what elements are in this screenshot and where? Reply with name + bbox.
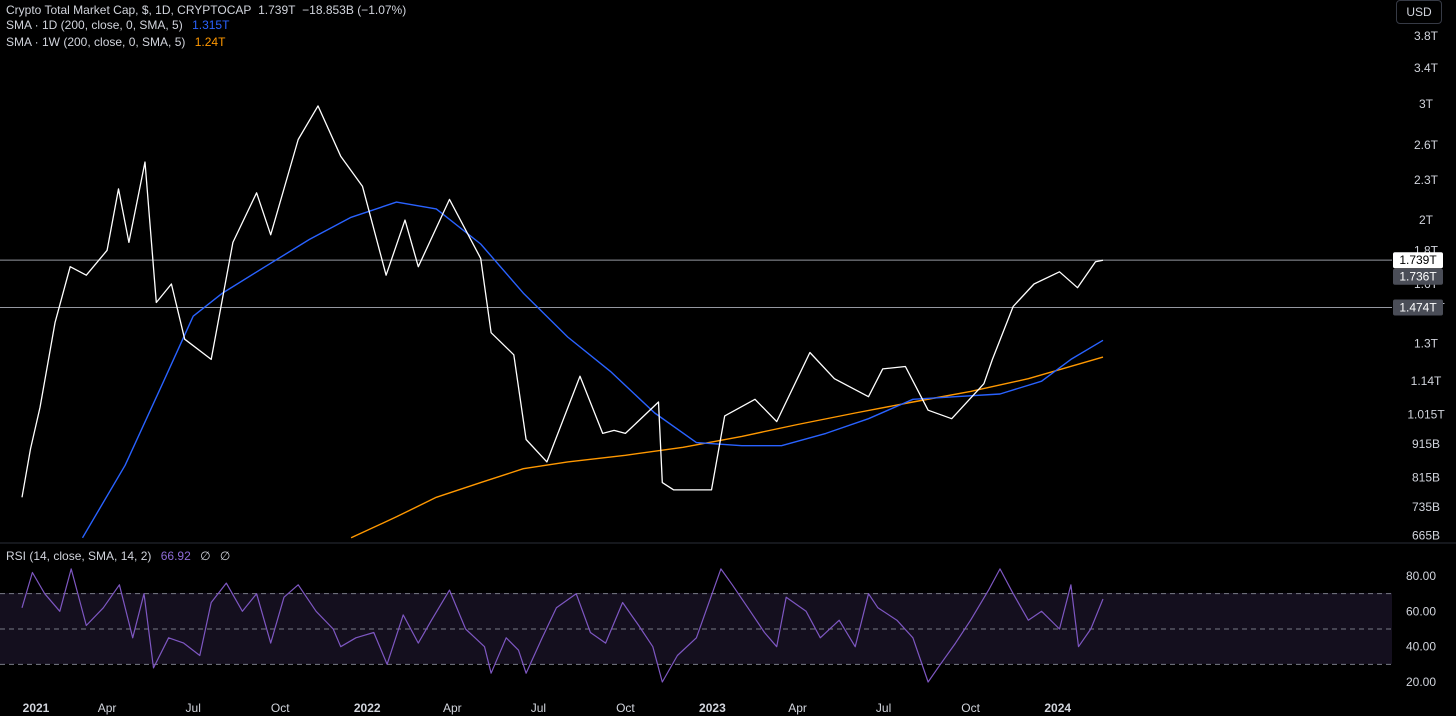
x-tick-label: Oct: [961, 701, 980, 715]
x-tick-label: Jul: [876, 701, 891, 715]
y-tick-label: 3T: [1419, 97, 1434, 111]
price-tag[interactable]: [1393, 268, 1443, 285]
legend-change: −18.853B (−1.07%): [302, 3, 407, 17]
rsi-tick-label: 20.00: [1406, 675, 1436, 689]
y-tick-label: 1.14T: [1411, 374, 1442, 388]
price-tag[interactable]: [1393, 299, 1443, 316]
y-tick-label: 2T: [1419, 213, 1434, 227]
x-tick-label: Apr: [788, 701, 807, 715]
legend-rsi[interactable]: RSI (14, close, SMA, 14, 2) 66.92 ∅ ∅: [6, 549, 230, 564]
x-tick-label: Oct: [616, 701, 635, 715]
y-tick-label: 665B: [1412, 529, 1440, 543]
legend-rsi-value: 66.92: [160, 549, 191, 563]
x-tick-label: 2023: [699, 701, 726, 715]
main-pane[interactable]: [0, 0, 1392, 543]
x-tick-label: 2024: [1044, 701, 1071, 715]
y-tick-label: 815B: [1412, 470, 1440, 484]
y-tick-label: 1.3T: [1414, 337, 1439, 351]
y-tick-label: 2.6T: [1414, 138, 1439, 152]
x-tick-label: Jul: [186, 701, 201, 715]
legend-sma-1d-label: SMA · 1D (200, close, 0, SMA, 5): [6, 18, 183, 32]
rsi-tick-label: 60.00: [1406, 604, 1436, 618]
price-line[interactable]: [21, 105, 1104, 498]
x-tick-label: 2021: [23, 701, 50, 715]
x-tick-label: Jul: [531, 701, 546, 715]
legend-sma-1d-value: 1.315T: [192, 18, 230, 32]
y-tick-label: 915B: [1412, 437, 1440, 451]
price-tag-label: 1.739T: [1399, 253, 1437, 267]
x-tick-label: Oct: [271, 701, 290, 715]
legend-sma-1w-value: 1.24T: [194, 35, 226, 49]
price-tag[interactable]: [1393, 252, 1443, 269]
x-tick-label: 2022: [354, 701, 381, 715]
currency-button[interactable]: USD: [1396, 0, 1442, 24]
price-tag-label: 1.474T: [1399, 301, 1437, 315]
y-tick-label: 3.8T: [1414, 29, 1439, 43]
y-tick-label: 735B: [1412, 500, 1440, 514]
rsi-line[interactable]: [21, 568, 1104, 683]
legend-rsi-empty-2: ∅: [219, 549, 231, 563]
rsi-tick-label: 80.00: [1406, 569, 1436, 583]
y-tick-label: 2.3T: [1414, 173, 1439, 187]
legend-rsi-empty-1: ∅: [200, 549, 211, 563]
rsi-tick-label: 40.00: [1406, 640, 1436, 654]
y-tick-label: 1.015T: [1407, 407, 1445, 421]
x-tick-label: Apr: [98, 701, 117, 715]
legend-sma-1d[interactable]: SMA · 1D (200, close, 0, SMA, 5) 1.315T: [6, 18, 229, 33]
legend-sma-1w[interactable]: SMA · 1W (200, close, 0, SMA, 5) 1.24T: [6, 35, 225, 50]
legend-last-price: 1.739T: [258, 3, 296, 17]
x-tick-label: Apr: [443, 701, 462, 715]
sma-1d-line[interactable]: [81, 201, 1104, 539]
legend-rsi-label: RSI (14, close, SMA, 14, 2): [6, 549, 152, 563]
legend-symbol: Crypto Total Market Cap, $, 1D, CRYPTOCA…: [6, 3, 406, 18]
legend-sma-1w-label: SMA · 1W (200, close, 0, SMA, 5): [6, 35, 186, 49]
y-tick-label: 3.4T: [1414, 61, 1439, 75]
legend-symbol-name: Crypto Total Market Cap, $, 1D, CRYPTOCA…: [6, 3, 252, 17]
price-tag-label: 1.736T: [1399, 270, 1437, 284]
sma-1w-line[interactable]: [350, 356, 1104, 539]
